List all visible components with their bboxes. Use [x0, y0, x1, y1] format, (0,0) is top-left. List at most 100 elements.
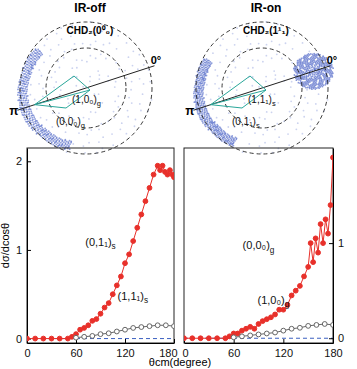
image-dot [36, 50, 38, 52]
image-dot [132, 65, 134, 67]
image-dot [207, 129, 209, 131]
image-dot [59, 143, 61, 145]
image-dot [197, 89, 199, 91]
image-dot [101, 102, 103, 104]
image-dot [43, 61, 45, 63]
image-dot [23, 83, 25, 85]
image-dot [20, 79, 22, 81]
image-dot [43, 133, 45, 135]
image-dot [306, 79, 308, 81]
image-dot [293, 95, 295, 97]
image-dot [312, 65, 314, 67]
image-dot [49, 140, 51, 142]
image-dot [293, 106, 295, 108]
image-dot [305, 64, 307, 66]
newton-line [35, 105, 66, 108]
image-dot [259, 117, 261, 119]
image-dot [204, 59, 206, 61]
image-dot [88, 118, 90, 120]
image-dot [46, 140, 48, 142]
image-dot [224, 136, 226, 138]
image-dot [98, 78, 100, 80]
image-dot [254, 132, 256, 134]
image-dot [29, 68, 31, 70]
image-dot [197, 81, 199, 83]
image-dot [216, 136, 218, 138]
image-dot [21, 77, 23, 79]
image-dot [22, 87, 24, 89]
image-dot [204, 101, 206, 103]
image-dot [317, 78, 319, 80]
image-dot [202, 90, 204, 92]
image-dot [320, 78, 322, 80]
data-group [184, 155, 333, 341]
image-dot [319, 78, 321, 80]
image-dot [233, 138, 235, 140]
image-dot [76, 59, 78, 61]
image-dot [316, 67, 318, 69]
image-dot [222, 132, 224, 134]
image-title: IR-off [74, 1, 106, 15]
image-dot [31, 61, 33, 63]
image-dot [221, 129, 223, 131]
image-dot [25, 93, 27, 95]
y-tick-label: 0 [338, 332, 344, 344]
image-dot [28, 59, 30, 61]
image-dot [31, 55, 33, 57]
image-dot [56, 140, 58, 142]
image-dot [285, 42, 287, 44]
image-dot [31, 72, 33, 74]
image-dot [310, 53, 312, 55]
image-dot [265, 76, 267, 78]
image-dot [305, 87, 307, 89]
series-marker [256, 332, 261, 337]
image-dot [41, 54, 43, 56]
image-dot [231, 81, 233, 83]
image-dot [75, 85, 77, 87]
image-dot [25, 111, 27, 113]
series-marker [308, 241, 313, 246]
image-dot [35, 55, 37, 57]
image-dot [203, 85, 205, 87]
image-dot [312, 80, 314, 82]
image-dot [271, 111, 273, 113]
image-dot [313, 74, 315, 76]
y-tick-label: 1 [338, 237, 344, 249]
image-dot [27, 67, 29, 69]
image-dot [316, 56, 318, 58]
image-dot [251, 85, 253, 87]
image-dot [218, 88, 220, 90]
image-dot [297, 60, 299, 62]
image-dot [320, 66, 322, 68]
image-dot [314, 68, 316, 70]
image-dot [221, 140, 223, 142]
ring-label: (1,0₀)g [72, 94, 101, 108]
y-axis: 012 [16, 149, 31, 345]
image-dot [65, 131, 67, 133]
image-dot [51, 126, 53, 128]
image-dot [82, 43, 84, 45]
image-dot [293, 35, 295, 37]
image-dot [332, 67, 334, 69]
image-dot [134, 125, 136, 127]
image-dot [37, 122, 39, 124]
image-dot [31, 112, 33, 114]
image-dot [139, 103, 141, 105]
image-dot [34, 99, 36, 101]
image-dot [306, 71, 308, 73]
image-dot [26, 111, 28, 113]
ring-label: (0,0₀)g [56, 116, 85, 130]
image-dot [322, 65, 324, 67]
image-dot [47, 133, 49, 135]
image-dot [317, 84, 319, 86]
image-dot [294, 74, 296, 76]
angle-label: π [9, 104, 18, 118]
series-marker [331, 155, 333, 160]
image-dot [25, 99, 27, 101]
y-axis-line [333, 149, 334, 344]
image-dot [137, 68, 139, 70]
image-dot [274, 74, 276, 76]
image-dot [21, 85, 23, 87]
image-dot [234, 140, 236, 142]
image-dot [301, 61, 303, 63]
